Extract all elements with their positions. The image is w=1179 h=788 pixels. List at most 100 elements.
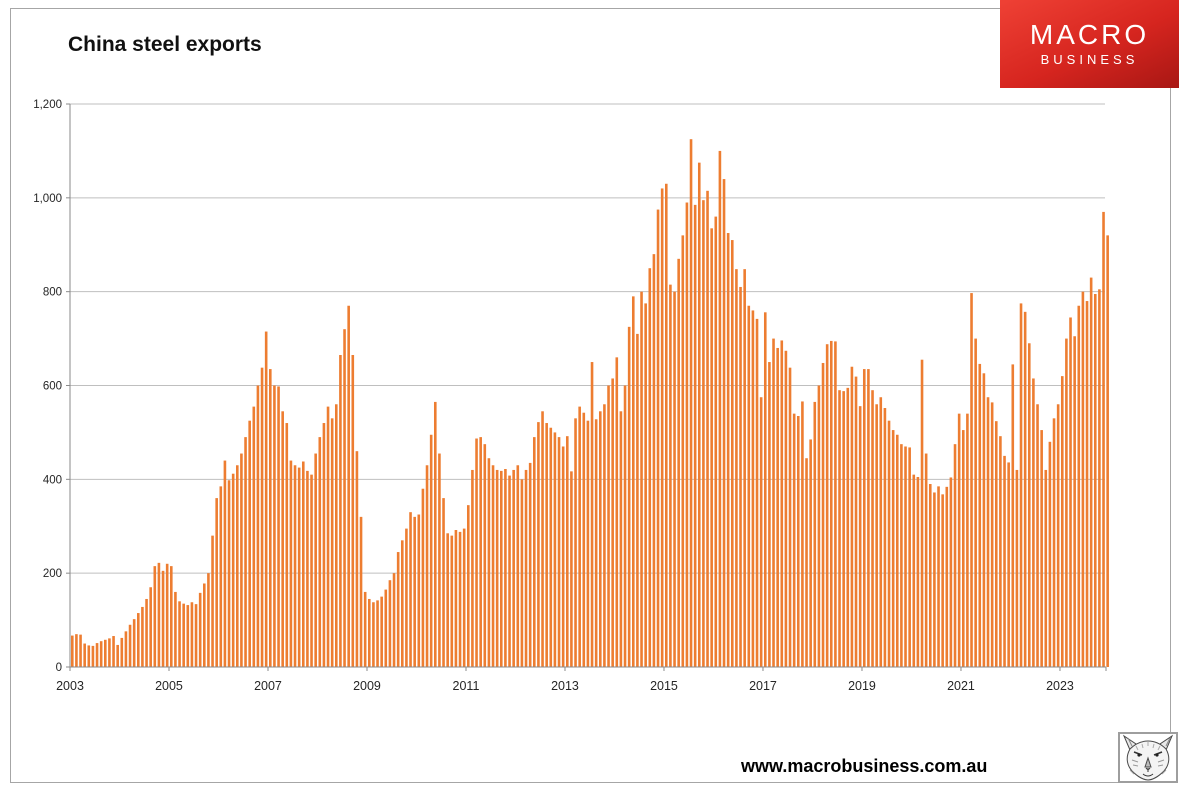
bar <box>854 376 858 667</box>
bar <box>1040 430 1043 667</box>
bar <box>231 473 235 667</box>
bar <box>429 434 433 667</box>
chart-title: China steel exports <box>68 33 262 56</box>
bar <box>71 635 74 667</box>
bar <box>1060 376 1064 667</box>
bar <box>838 390 841 667</box>
bar <box>1069 317 1072 667</box>
bar <box>425 465 429 667</box>
bar <box>697 162 701 667</box>
bar <box>974 338 977 667</box>
bar <box>153 566 157 667</box>
bar <box>986 397 990 667</box>
bar <box>186 605 190 667</box>
y-tick-label: 0 <box>56 662 62 674</box>
bar <box>112 636 115 667</box>
bar <box>194 604 198 667</box>
bar <box>578 406 581 667</box>
bar <box>1093 294 1097 667</box>
bar <box>763 312 767 667</box>
bar <box>801 401 804 667</box>
bar <box>227 480 231 667</box>
wolf-sketch-icon <box>1122 734 1174 781</box>
bar <box>895 434 899 667</box>
bar <box>392 573 396 667</box>
bar <box>240 453 243 667</box>
x-tick-label: 2013 <box>551 679 579 693</box>
x-tick-label: 2017 <box>749 679 777 693</box>
bar <box>355 451 359 667</box>
bar <box>664 183 668 667</box>
bar <box>743 269 746 667</box>
bar <box>141 606 144 667</box>
bar <box>598 411 602 667</box>
bar <box>541 411 544 667</box>
bar <box>359 516 363 667</box>
bar <box>928 484 932 667</box>
bar <box>314 453 317 667</box>
bar <box>999 436 1002 667</box>
x-tick-label: 2007 <box>254 679 282 693</box>
bar <box>751 310 755 667</box>
bar <box>685 202 689 667</box>
bar <box>825 344 829 667</box>
bar <box>1089 277 1093 667</box>
bar <box>326 406 330 667</box>
bar <box>739 286 742 667</box>
bar <box>161 570 165 667</box>
bar <box>842 391 845 667</box>
bar <box>937 486 940 667</box>
bar <box>475 438 478 667</box>
footer-url: www.macrobusiness.com.au <box>741 756 988 776</box>
bar <box>858 406 862 667</box>
bar <box>524 469 528 667</box>
y-tick-label: 800 <box>43 287 62 299</box>
bar <box>260 367 264 667</box>
x-tick-label: 2011 <box>453 679 480 693</box>
bar <box>376 600 379 667</box>
bar <box>421 488 425 667</box>
bar <box>718 150 722 668</box>
bar <box>693 204 697 667</box>
bar <box>95 643 99 667</box>
bar <box>792 413 796 667</box>
bar <box>1023 311 1027 667</box>
bar <box>941 494 944 667</box>
bar <box>504 469 507 667</box>
bar <box>994 421 998 667</box>
bar <box>590 362 594 667</box>
bar <box>132 619 136 667</box>
bar <box>834 341 837 667</box>
bar <box>413 516 416 667</box>
bar <box>710 228 713 667</box>
bar <box>207 573 210 667</box>
bar <box>1085 301 1089 667</box>
bar <box>458 531 462 667</box>
bar <box>330 418 334 667</box>
bar <box>961 430 965 667</box>
bar <box>137 613 140 667</box>
bar <box>384 589 388 667</box>
bar <box>471 469 474 667</box>
bar <box>396 552 400 667</box>
bar <box>211 535 214 667</box>
bar <box>970 293 973 667</box>
bar <box>648 268 652 667</box>
bar <box>722 179 726 667</box>
bar <box>813 401 817 667</box>
bar <box>953 444 957 667</box>
bar <box>83 643 86 667</box>
bar <box>644 303 647 667</box>
bar <box>347 305 350 667</box>
bar <box>706 190 709 668</box>
bar <box>945 486 949 667</box>
bar <box>652 254 656 667</box>
bar <box>883 408 887 667</box>
bar <box>297 467 301 667</box>
bar <box>780 340 784 667</box>
bar <box>611 378 614 667</box>
bar <box>454 530 458 667</box>
bar <box>735 269 738 667</box>
bar <box>363 591 367 667</box>
